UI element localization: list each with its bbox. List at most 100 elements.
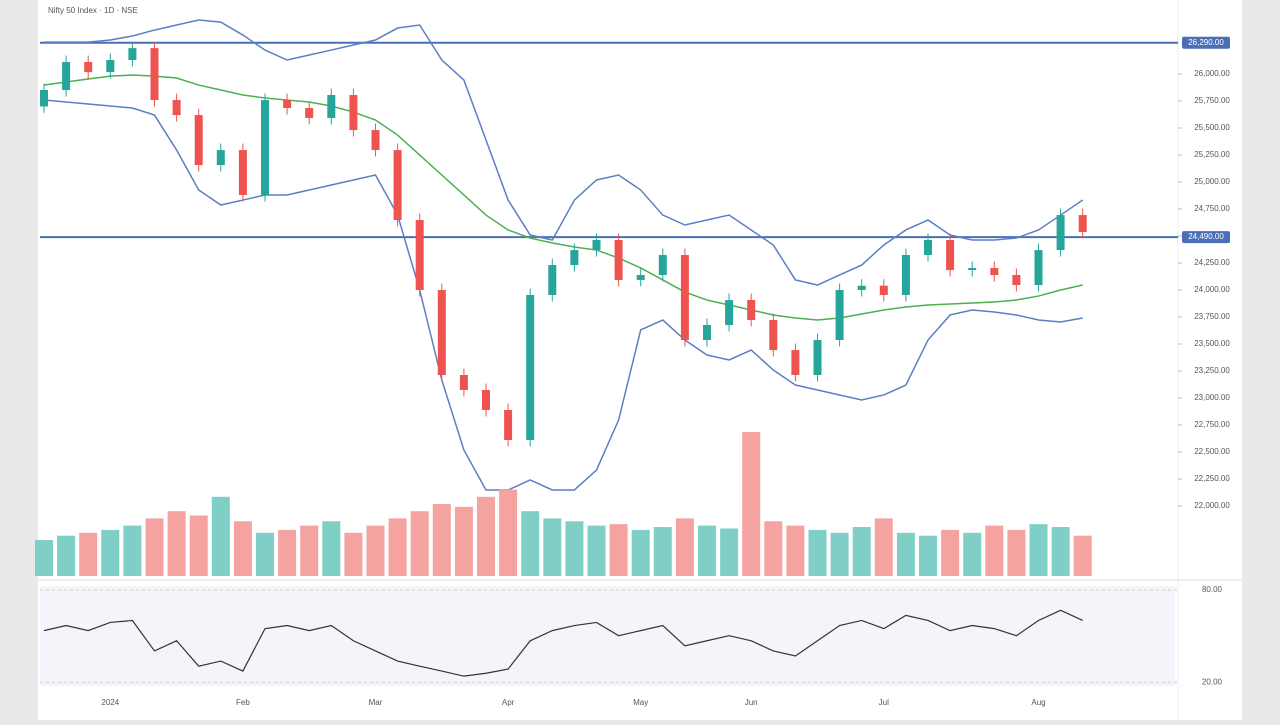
x-tick-label: Mar xyxy=(369,698,383,707)
volume-bar xyxy=(101,529,120,576)
volume-bar xyxy=(233,521,252,576)
candle-body xyxy=(371,130,380,151)
reference-label: 24,490.00 xyxy=(1188,232,1224,241)
candle-body xyxy=(40,90,48,107)
candle-body xyxy=(570,250,579,266)
candle-body xyxy=(238,150,247,195)
volume-bar xyxy=(123,525,142,576)
candle-body xyxy=(592,240,601,251)
candle-body xyxy=(150,48,159,101)
y-tick-label: 24,250.00 xyxy=(1194,258,1230,267)
candle-body xyxy=(526,294,535,440)
candle-body xyxy=(415,220,424,291)
volume-bar xyxy=(145,518,164,576)
y-tick-label: 22,750.00 xyxy=(1194,420,1230,429)
candle-body xyxy=(725,300,734,325)
candle-body xyxy=(194,115,203,166)
indicator-line xyxy=(44,19,1084,286)
candle-body xyxy=(835,290,844,341)
candle-body xyxy=(658,255,667,275)
candle-body xyxy=(327,94,336,118)
volume-bar xyxy=(35,540,53,576)
volume-bar xyxy=(919,535,937,576)
candle-body xyxy=(857,285,866,291)
candle-body xyxy=(84,62,93,73)
candle-body xyxy=(393,150,402,221)
candle-body xyxy=(791,350,800,375)
x-tick-label: Aug xyxy=(1031,698,1045,707)
volume-bar xyxy=(366,525,385,576)
y-tick-label: 24,000.00 xyxy=(1194,285,1230,294)
x-tick-label: Apr xyxy=(502,698,515,707)
volume-bar xyxy=(410,511,429,576)
volume-bar xyxy=(521,511,540,576)
volume-bar xyxy=(189,515,208,576)
volume-bar xyxy=(543,518,562,576)
candle-body xyxy=(305,108,314,118)
volume-bar xyxy=(874,518,893,576)
volume-bar xyxy=(764,521,783,576)
volume-bar xyxy=(941,529,960,576)
y-tick-label: 25,500.00 xyxy=(1194,123,1230,132)
y-tick-label: 26,000.00 xyxy=(1194,69,1230,78)
candle-body xyxy=(747,300,756,321)
volume-bar xyxy=(499,489,518,576)
candle-body xyxy=(1034,250,1043,286)
y-tick-label: 22,000.00 xyxy=(1194,501,1230,510)
y-tick-label: 25,750.00 xyxy=(1194,96,1230,105)
volume-bar xyxy=(742,432,761,576)
rsi-pane xyxy=(40,586,1175,686)
volume-bar xyxy=(985,525,1004,576)
candle-body xyxy=(548,265,557,295)
candle-body xyxy=(680,255,689,341)
candle-body xyxy=(769,320,778,351)
volume-bar xyxy=(587,525,606,576)
candle-body xyxy=(216,150,225,166)
x-tick-label: Jul xyxy=(879,698,889,707)
volume-bar xyxy=(300,525,319,576)
candle-body xyxy=(106,59,115,73)
candle-body xyxy=(349,94,358,131)
reference-label: 26,290.00 xyxy=(1188,38,1224,47)
y-tick-label: 23,750.00 xyxy=(1194,312,1230,321)
candle-body xyxy=(703,324,711,341)
candle-body xyxy=(437,290,446,375)
rsi-line xyxy=(43,609,1083,677)
candle-body xyxy=(636,274,645,280)
volume-bar xyxy=(432,504,451,576)
volume-bar xyxy=(631,529,650,576)
y-tick-label: 25,000.00 xyxy=(1194,177,1230,186)
candle-body xyxy=(1012,274,1021,286)
y-tick-label: 23,000.00 xyxy=(1194,393,1230,402)
volume-bar xyxy=(57,535,76,576)
candle-body xyxy=(614,240,623,280)
y-tick-label: 22,500.00 xyxy=(1194,447,1230,456)
candle-body xyxy=(482,389,490,410)
volume-bar xyxy=(830,532,849,576)
candle-body xyxy=(283,100,292,109)
volume-bar xyxy=(167,511,186,576)
candle-body xyxy=(813,340,822,375)
chart-title: Nifty 50 Index · 1D · NSE xyxy=(48,6,138,15)
y-tick-label: 80.00 xyxy=(1202,585,1223,594)
y-tick-label: 23,250.00 xyxy=(1194,366,1230,375)
volume-bar xyxy=(477,496,495,576)
candle-body xyxy=(901,255,910,295)
candle-body xyxy=(1078,215,1087,233)
x-tick-label: Jun xyxy=(745,698,758,707)
candle-body xyxy=(879,285,888,295)
volume-bar xyxy=(675,518,694,576)
reference-label-box xyxy=(1182,231,1230,244)
volume-bar xyxy=(256,532,274,576)
y-tick-label: 25,250.00 xyxy=(1194,150,1230,159)
volume-bar xyxy=(388,518,407,576)
candle-body xyxy=(261,100,269,195)
volume-bar xyxy=(609,524,628,576)
volume-bar xyxy=(786,525,805,576)
candle-body xyxy=(1056,215,1065,251)
candle-body xyxy=(924,240,932,256)
volume-bar xyxy=(454,506,473,576)
indicator-line xyxy=(43,74,1083,321)
volume-bar xyxy=(852,527,871,576)
